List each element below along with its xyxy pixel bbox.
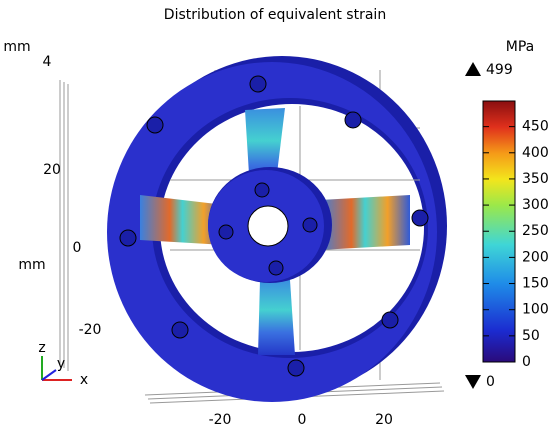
triad-label: x xyxy=(80,372,88,388)
min-label: 0 xyxy=(486,374,495,390)
axis-tick-label: 0 xyxy=(73,240,82,256)
axis-tick-label: -20 xyxy=(209,412,232,428)
axis-unit: mm xyxy=(18,257,45,273)
colorbar-tick-label: 250 xyxy=(522,223,549,239)
colorbar-tick-label: 450 xyxy=(522,119,549,135)
colorbar-tick-label: 150 xyxy=(522,276,549,292)
max-marker xyxy=(465,62,481,76)
colorbar-unit: MPa xyxy=(506,39,534,55)
colorbar-tick-label: 100 xyxy=(522,302,549,318)
axis-tick-label: 20 xyxy=(43,162,61,178)
max-label: 499 xyxy=(486,62,513,78)
axis-unit: mm xyxy=(3,39,30,55)
plot-title: Distribution of equivalent strain xyxy=(164,7,386,23)
axis-triad: z y x xyxy=(38,340,88,388)
colorbar-tick-label: 350 xyxy=(522,171,549,187)
colorbar-tick-label: 300 xyxy=(522,197,549,213)
colorbar-tick-label: 50 xyxy=(522,328,540,344)
axis-tick-label: -20 xyxy=(79,322,102,338)
colorbar-tick-label: 200 xyxy=(522,249,549,265)
triad-label: y xyxy=(57,356,65,372)
triad-label: z xyxy=(38,340,45,356)
axis-tick-label: 20 xyxy=(375,412,393,428)
min-marker xyxy=(465,375,481,389)
axis-tick-label: 0 xyxy=(298,412,307,428)
axis-tick-label: 4 xyxy=(43,54,52,70)
wheel xyxy=(107,56,447,402)
colorbar-tick-label: 400 xyxy=(522,145,549,161)
colorbar-tick-label: 0 xyxy=(522,354,531,370)
